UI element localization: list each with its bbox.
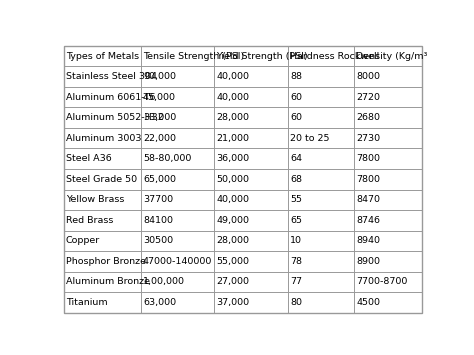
Text: 77: 77 xyxy=(290,277,302,286)
Text: Copper: Copper xyxy=(66,236,100,245)
Text: 40,000: 40,000 xyxy=(217,195,249,204)
Text: 63,000: 63,000 xyxy=(143,298,176,307)
Text: Titanium: Titanium xyxy=(66,298,108,307)
Text: 20 to 25: 20 to 25 xyxy=(290,134,329,143)
Text: 65,000: 65,000 xyxy=(143,175,176,184)
Text: 60: 60 xyxy=(290,113,302,122)
Text: Density (Kg/m³): Density (Kg/m³) xyxy=(356,51,431,61)
Text: Steel A36: Steel A36 xyxy=(66,154,111,163)
Text: 49,000: 49,000 xyxy=(217,216,249,225)
Text: 55: 55 xyxy=(290,195,302,204)
Text: Hardness Rockwell: Hardness Rockwell xyxy=(290,51,379,61)
Text: Stainless Steel 304: Stainless Steel 304 xyxy=(66,72,157,81)
Text: 68: 68 xyxy=(290,175,302,184)
Text: 37,000: 37,000 xyxy=(217,298,250,307)
Text: Red Brass: Red Brass xyxy=(66,216,113,225)
Text: Steel Grade 50: Steel Grade 50 xyxy=(66,175,137,184)
Text: 2730: 2730 xyxy=(356,134,381,143)
Text: 21,000: 21,000 xyxy=(217,134,249,143)
Text: 8940: 8940 xyxy=(356,236,380,245)
Text: 1,00,000: 1,00,000 xyxy=(143,277,185,286)
Text: 7800: 7800 xyxy=(356,154,380,163)
Text: Aluminum 3003: Aluminum 3003 xyxy=(66,134,141,143)
Text: 47000-140000: 47000-140000 xyxy=(143,257,212,266)
Text: 64: 64 xyxy=(290,154,302,163)
Text: 65: 65 xyxy=(290,216,302,225)
Text: 8470: 8470 xyxy=(356,195,380,204)
Text: 22,000: 22,000 xyxy=(143,134,176,143)
Text: Types of Metals: Types of Metals xyxy=(66,51,139,61)
Text: 30500: 30500 xyxy=(143,236,173,245)
Text: 78: 78 xyxy=(290,257,302,266)
Text: 88: 88 xyxy=(290,72,302,81)
Text: Tensile Strength (PSI): Tensile Strength (PSI) xyxy=(143,51,244,61)
Text: 4500: 4500 xyxy=(356,298,380,307)
Text: Phosphor Bronze: Phosphor Bronze xyxy=(66,257,146,266)
Text: Aluminum Bronze: Aluminum Bronze xyxy=(66,277,150,286)
Text: Yield Strength (PSI): Yield Strength (PSI) xyxy=(217,51,308,61)
Text: 2720: 2720 xyxy=(356,93,380,102)
Text: 28,000: 28,000 xyxy=(217,113,249,122)
Text: Aluminum 6061-T6: Aluminum 6061-T6 xyxy=(66,93,155,102)
Text: 40,000: 40,000 xyxy=(217,72,249,81)
Text: 45,000: 45,000 xyxy=(143,93,176,102)
Text: 58-80,000: 58-80,000 xyxy=(143,154,191,163)
Text: 90,000: 90,000 xyxy=(143,72,176,81)
Text: Yellow Brass: Yellow Brass xyxy=(66,195,124,204)
Text: 2680: 2680 xyxy=(356,113,380,122)
Text: 28,000: 28,000 xyxy=(217,236,249,245)
Text: 40,000: 40,000 xyxy=(217,93,249,102)
Text: 55,000: 55,000 xyxy=(217,257,249,266)
Text: 33,000: 33,000 xyxy=(143,113,176,122)
Text: 37700: 37700 xyxy=(143,195,173,204)
Text: 10: 10 xyxy=(290,236,302,245)
Text: 8746: 8746 xyxy=(356,216,380,225)
Text: 36,000: 36,000 xyxy=(217,154,250,163)
Text: 8000: 8000 xyxy=(356,72,380,81)
Text: 60: 60 xyxy=(290,93,302,102)
Text: Aluminum 5052-H32: Aluminum 5052-H32 xyxy=(66,113,164,122)
Text: 8900: 8900 xyxy=(356,257,380,266)
Text: 50,000: 50,000 xyxy=(217,175,249,184)
Text: 27,000: 27,000 xyxy=(217,277,249,286)
Text: 80: 80 xyxy=(290,298,302,307)
Text: 84100: 84100 xyxy=(143,216,173,225)
Text: 7700-8700: 7700-8700 xyxy=(356,277,408,286)
Text: 7800: 7800 xyxy=(356,175,380,184)
